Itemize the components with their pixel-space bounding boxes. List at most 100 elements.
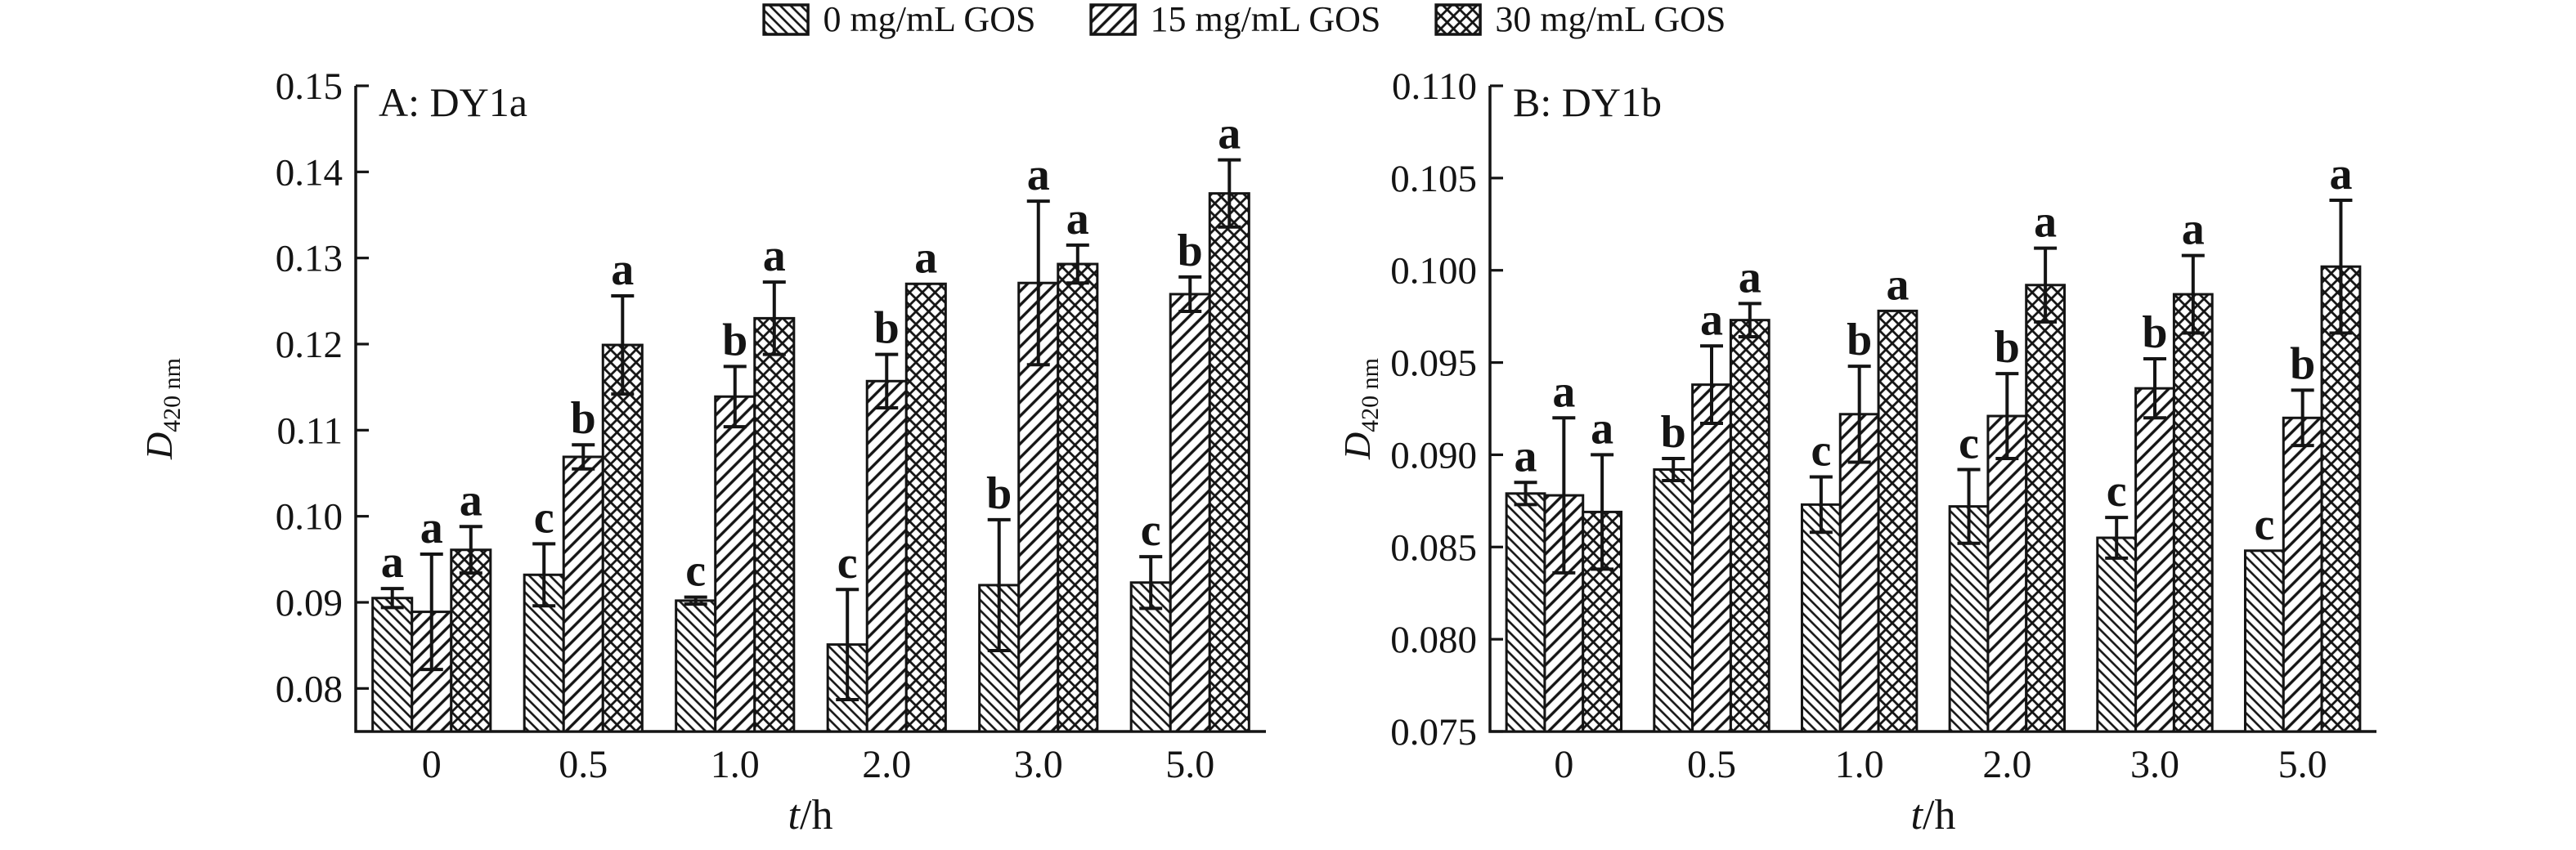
panel-b-x-axis-label: t/h xyxy=(1843,794,2023,837)
bar-0h-0mg/mLGOS xyxy=(1505,492,1546,733)
y-tick-label: 0.14 xyxy=(276,151,343,194)
bar-0.5h-0mg/mLGOS xyxy=(1653,468,1694,733)
panel-a-x-axis-label: t/h xyxy=(720,794,900,837)
bar-0.5h-30mg/mLGOS xyxy=(601,343,644,733)
panel-a-chart: 0.08 0.09 0.10 0.11 0.12 0.13 0.14 0.15 0 0.5 1.0 2… xyxy=(276,65,1266,786)
x-tick-label: 3.0 xyxy=(1014,743,1063,786)
bar-5.0h-15mg/mLGOS xyxy=(2282,416,2323,733)
y-tick-label: 0.15 xyxy=(276,65,343,108)
y-tick-label: 0.12 xyxy=(276,324,343,366)
significance-letter: b xyxy=(2142,307,2167,358)
bar-1.0h-30mg/mLGOS xyxy=(1877,309,1919,733)
crosshatch-swatch-icon xyxy=(1434,3,1483,36)
bar-1.0h-0mg/mLGOS xyxy=(1800,503,1842,733)
bar-3.0h-30mg/mLGOS xyxy=(1057,262,1099,733)
significance-letter: c xyxy=(534,492,554,543)
bar-3.0h-0mg/mLGOS xyxy=(2096,536,2138,733)
y-tick-label: 0.13 xyxy=(276,238,343,280)
bar-0.5h-15mg/mLGOS xyxy=(562,455,604,733)
significance-letter: a xyxy=(611,244,634,295)
y-tick-label: 0.09 xyxy=(276,582,343,624)
significance-letter: a xyxy=(1218,109,1241,159)
significance-letter: b xyxy=(571,393,596,444)
significance-letter: c xyxy=(685,546,706,597)
y-tick-label: 0.085 xyxy=(1390,526,1477,569)
hatch-forward-swatch-icon xyxy=(762,3,810,36)
bar-5.0h-0mg/mLGOS xyxy=(2243,549,2285,733)
significance-letter: a xyxy=(2034,197,2057,248)
significance-letter: a xyxy=(1066,194,1089,244)
x-tick-label: 2.0 xyxy=(1982,743,2031,786)
x-axis-symbol: t xyxy=(788,792,800,839)
x-tick-label: 0.5 xyxy=(559,743,608,786)
legend-label-0mgml: 0 mg/mL GOS xyxy=(823,0,1036,39)
significance-letter: b xyxy=(1847,315,1872,365)
y-tick-label: 0.090 xyxy=(1390,434,1477,476)
significance-letter: a xyxy=(460,475,482,526)
significance-letter: a xyxy=(2329,149,2352,199)
legend-label-15mgml: 15 mg/mL GOS xyxy=(1150,0,1381,39)
significance-letter: a xyxy=(1700,294,1723,345)
y-tick-label: 0.10 xyxy=(276,496,343,539)
bar-0h-0mg/mLGOS xyxy=(371,597,414,733)
x-tick-label: 0 xyxy=(422,743,442,786)
bar-1.0h-0mg/mLGOS xyxy=(675,599,717,733)
y-axis-symbol: D xyxy=(1336,432,1378,460)
significance-letter: c xyxy=(1141,505,1161,556)
y-tick-label: 0.11 xyxy=(276,409,343,452)
x-tick-label: 2.0 xyxy=(862,743,911,786)
axis-lines xyxy=(354,86,1266,733)
significance-letter: c xyxy=(837,538,858,588)
y-tick-label: 0.105 xyxy=(1390,158,1477,200)
y-axis-symbol: D xyxy=(138,432,180,460)
bar-2.0h-15mg/mLGOS xyxy=(865,379,908,733)
panel-a-y-axis-label: D420 nm xyxy=(135,270,186,548)
legend: 0 mg/mL GOS 15 mg/mL GOS 30 mg/mL GOS xyxy=(762,0,1726,39)
legend-swatch-rect xyxy=(1434,3,1483,36)
bar-3.0h-30mg/mLGOS xyxy=(2172,293,2214,733)
significance-letter: a xyxy=(420,503,443,553)
significance-letter: c xyxy=(1959,418,1979,468)
significance-letter: c xyxy=(2107,466,2127,517)
axis-lines xyxy=(1488,86,2376,733)
significance-letter: a xyxy=(1515,431,1537,481)
panel-b-y-axis-label: D420 nm xyxy=(1333,270,1384,548)
significance-letter: b xyxy=(986,468,1012,519)
significance-letter: a xyxy=(1591,403,1613,454)
significance-letter: b xyxy=(1995,322,2020,373)
x-tick-label: 0.5 xyxy=(1687,743,1736,786)
significance-letter: b xyxy=(874,303,900,354)
x-tick-label: 3.0 xyxy=(2130,743,2179,786)
x-tick-label: 5.0 xyxy=(1165,743,1214,786)
bar-5.0h-15mg/mLGOS xyxy=(1169,293,1211,733)
bar-1.0h-15mg/mLGOS xyxy=(714,395,756,733)
bar-0h-30mg/mLGOS xyxy=(450,548,492,733)
x-axis-symbol: t xyxy=(1910,792,1923,839)
bar-1.0h-15mg/mLGOS xyxy=(1838,413,1880,733)
significance-letter: a xyxy=(914,232,937,283)
hatch-backward-swatch-icon xyxy=(1089,3,1138,36)
significance-letter: a xyxy=(1552,366,1575,417)
y-axis-subscript: 420 nm xyxy=(159,357,186,432)
x-axis-unit: /h xyxy=(800,792,833,839)
x-tick-label: 1.0 xyxy=(711,743,760,786)
bar-0.5h-30mg/mLGOS xyxy=(1729,319,1770,733)
panel-b-chart: 0.075 0.080 0.085 0.090 0.095 0.100 0.105 0.110… xyxy=(1390,65,2376,786)
significance-letter: b xyxy=(722,315,747,365)
bar-2.0h-30mg/mLGOS xyxy=(904,282,947,733)
significance-letter: a xyxy=(381,537,404,588)
bar-3.0h-15mg/mLGOS xyxy=(2134,387,2175,733)
significance-letter: b xyxy=(2290,338,2315,389)
y-tick-label: 0.100 xyxy=(1390,250,1477,293)
significance-letter: a xyxy=(763,230,786,281)
legend-item-15mgml: 15 mg/mL GOS xyxy=(1089,2,1380,38)
panel-b: 0.075 0.080 0.085 0.090 0.095 0.100 0.105 0.110… xyxy=(1288,0,2576,850)
bar-2.0h-30mg/mLGOS xyxy=(2025,284,2067,733)
bar-2.0h-15mg/mLGOS xyxy=(1986,414,2028,733)
bar-5.0h-30mg/mLGOS xyxy=(1208,192,1250,733)
significance-letter: a xyxy=(1886,259,1909,310)
significance-letter: a xyxy=(2182,204,2205,255)
significance-letter: a xyxy=(1027,150,1050,200)
panel-b-title: B: DY1b xyxy=(1513,79,1662,125)
